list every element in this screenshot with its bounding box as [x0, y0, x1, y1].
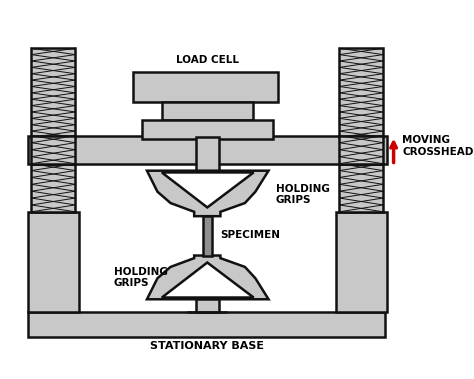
Bar [28, 212, 79, 312]
Bar [336, 212, 387, 312]
Text: LOAD CELL: LOAD CELL [176, 55, 239, 66]
Bar [31, 48, 75, 138]
Bar [339, 164, 383, 212]
Bar [196, 299, 219, 312]
Text: SPECIMEN: SPECIMEN [220, 230, 281, 240]
Polygon shape [162, 263, 254, 298]
Polygon shape [162, 172, 254, 207]
Bar [339, 48, 383, 138]
Bar [31, 136, 75, 164]
Bar [31, 48, 75, 138]
Bar [339, 48, 383, 138]
Bar [339, 136, 383, 164]
Bar [28, 136, 387, 164]
Bar [339, 136, 383, 164]
Bar [31, 164, 75, 212]
Bar [31, 164, 75, 212]
Bar [203, 216, 212, 255]
Bar [196, 138, 219, 171]
Polygon shape [147, 255, 269, 299]
Bar [142, 120, 273, 139]
Bar [28, 312, 385, 337]
Polygon shape [147, 171, 269, 216]
Bar [31, 136, 75, 164]
Text: STATIONARY BASE: STATIONARY BASE [150, 341, 264, 351]
Bar [162, 102, 253, 120]
Text: HOLDING
GRIPS: HOLDING GRIPS [275, 183, 329, 205]
Bar [133, 72, 278, 102]
Text: HOLDING
GRIPS: HOLDING GRIPS [114, 266, 168, 288]
Bar [339, 164, 383, 212]
Text: MOVING
CROSSHEAD: MOVING CROSSHEAD [402, 135, 474, 157]
